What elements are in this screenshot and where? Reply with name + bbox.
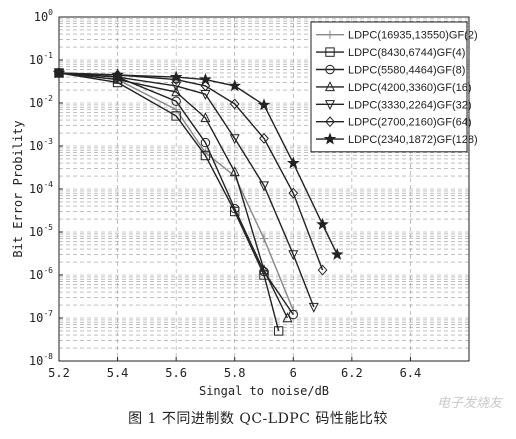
data-point [317,264,328,276]
series-6 [54,67,328,276]
axis-ticks: 5.2 5.4 5.6 5.8 6 6.2 6.4 100 10-1 10-2 10-3 10-4 10… [29,8,421,380]
x-tick-label: 6 [290,366,297,380]
legend-marker [323,132,337,145]
figure-caption: 图 1 不同进制数 QC-LDPC 码性能比较 [128,411,388,427]
data-point [259,132,269,144]
legend-marker [325,47,335,57]
data-point [52,66,66,79]
legend-label: LDPC(5580,4464)GF(8) [348,65,465,77]
series-4 [53,67,293,323]
data-point [111,68,124,81]
data-point [169,70,183,83]
y-tick-label: 10-4 [29,180,53,196]
data-point [288,309,298,320]
data-point [258,264,270,275]
y-tick-label: 10-7 [29,309,53,325]
data-point [171,105,181,114]
legend-item: LDPC(2340,1872)GF(128) [316,132,478,146]
watermark: 电子发烧友 [436,396,502,411]
data-point [316,217,329,230]
y-tick-label: 10-2 [29,94,53,110]
data-point [288,250,299,261]
legend-label: LDPC(2700,2160)GF(64) [348,117,472,129]
data-point [200,80,211,92]
y-axis-label: Bit Error Probility [11,120,25,257]
data-point [288,187,299,199]
x-tick-label: 6.2 [341,366,363,380]
x-tick-label: 6.4 [400,366,422,380]
x-tick-label: 5.2 [48,366,70,380]
data-point [171,111,181,121]
series-line [58,72,315,308]
legend-item: LDPC(16935,13550)GF(2) [316,30,478,42]
data-point [230,203,240,214]
data-point [112,73,123,84]
legend-marker [325,64,335,75]
legend-marker [324,81,336,92]
legend-item: LDPC(3330,2264)GF(32) [316,99,472,111]
y-tick-label: 10-3 [29,137,53,153]
data-point [171,96,181,106]
data-point [200,112,211,123]
data-point [259,266,269,277]
legend-label: LDPC(3330,2264)GF(32) [348,99,472,111]
y-tick-label: 10-1 [29,51,53,67]
legend-marker [325,30,335,39]
legend-label: LDPC(2340,1872)GF(128) [348,134,478,146]
x-tick-label: 5.6 [165,366,187,380]
data-point [258,181,270,192]
data-point [229,134,240,145]
legend-marker [324,100,336,111]
data-point [171,86,182,97]
data-point [282,312,293,323]
y-tick-label: 100 [34,8,53,24]
y-tick-label: 10-6 [29,266,53,282]
x-tick-label: 5.8 [224,366,246,380]
x-axis-label: Singal to noise/dB [199,384,329,398]
data-point [200,150,211,161]
data-point [330,247,344,260]
legend-marker [325,116,335,128]
data-point [308,302,319,313]
series-7 [52,66,344,260]
series [52,66,344,336]
x-tick-label: 5.4 [107,366,129,380]
data-point [171,81,182,92]
data-point [200,137,211,148]
data-point [259,234,269,243]
legend-item: LDPC(8430,6744)GF(4) [316,47,465,59]
series-line [58,72,280,332]
legend-item: LDPC(4200,3360)GF(16) [316,81,472,94]
data-point [199,72,212,85]
data-point [273,326,284,336]
series-line [58,72,324,271]
legend-label: LDPC(16935,13550)GF(2) [348,30,478,42]
data-point [286,156,300,169]
legend-item: LDPC(5580,4464)GF(8) [316,65,465,77]
legend-label: LDPC(4200,3360)GF(16) [348,82,472,94]
data-point [228,79,242,92]
y-tick-label: 10-8 [29,352,53,368]
legend-label: LDPC(8430,6744)GF(4) [348,47,465,59]
data-point [229,166,240,177]
data-point [257,98,271,111]
legend-item: LDPC(2700,2160)GF(64) [316,116,472,129]
y-tick-label: 10-5 [29,223,53,239]
legend: LDPC(16935,13550)GF(2) LDPC(8430,6744)GF(… [310,21,478,153]
data-point [229,98,240,110]
